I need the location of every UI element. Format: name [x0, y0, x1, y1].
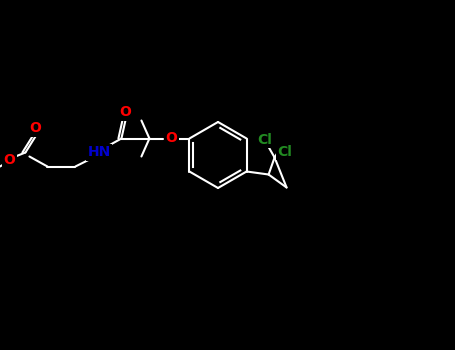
- Text: O: O: [120, 105, 131, 119]
- Text: O: O: [166, 132, 177, 146]
- Text: Cl: Cl: [277, 145, 292, 159]
- Text: Cl: Cl: [257, 133, 272, 147]
- Text: O: O: [4, 154, 15, 168]
- Text: O: O: [30, 121, 41, 135]
- Text: HN: HN: [88, 146, 111, 160]
